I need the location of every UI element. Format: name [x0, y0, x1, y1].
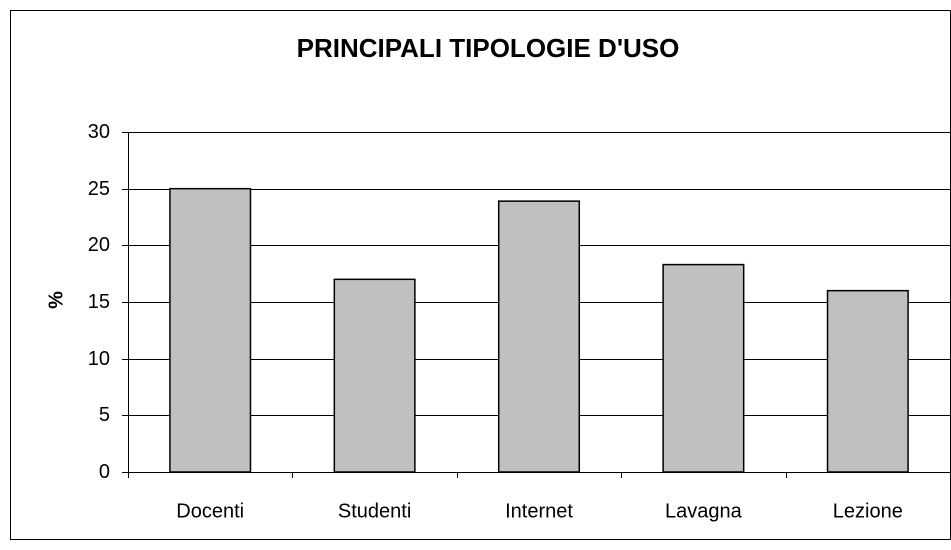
y-axis-label: %	[45, 291, 67, 309]
bar	[497, 200, 581, 473]
x-tick-label: Lavagna	[665, 500, 743, 522]
y-tick-label: 15	[88, 291, 110, 313]
bar	[169, 187, 252, 473]
x-tick-label: Docenti	[176, 500, 244, 522]
chart-border	[10, 10, 951, 540]
bar	[662, 263, 745, 473]
chart-title: PRINCIPALI TIPOLOGIE D'USO	[297, 33, 680, 63]
y-tick-label: 25	[88, 178, 110, 200]
bar	[333, 278, 416, 473]
y-tick-label: 20	[88, 234, 110, 256]
bar	[826, 289, 909, 473]
y-tick-label: 30	[88, 121, 110, 143]
x-tick-label: Internet	[505, 500, 573, 522]
y-tick-label: 5	[99, 404, 110, 426]
x-tick-label: Studenti	[338, 500, 411, 522]
y-tick-label: 10	[88, 348, 110, 370]
x-tick-label: Lezione	[833, 500, 903, 522]
y-tick-label: 0	[99, 461, 110, 483]
